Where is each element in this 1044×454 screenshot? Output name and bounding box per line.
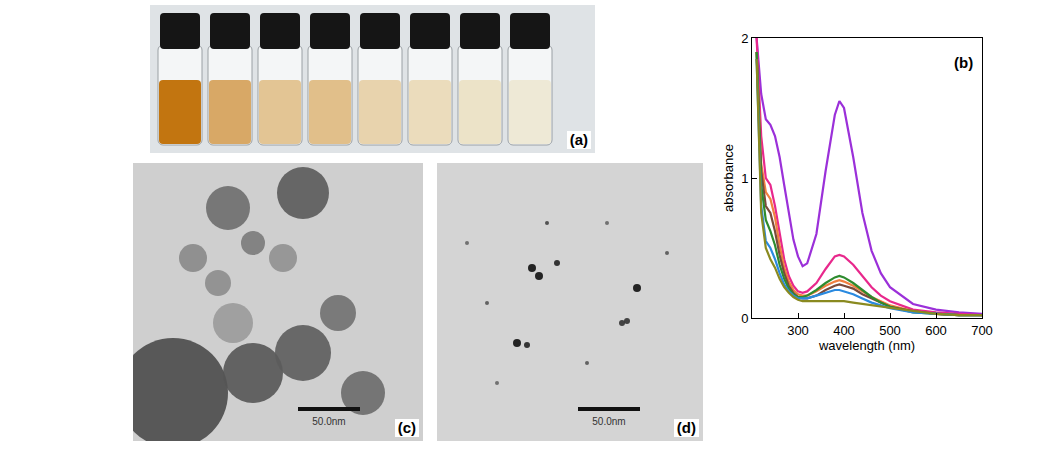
svg-text:wavelength (nm): wavelength (nm) (818, 338, 915, 353)
svg-text:50.0nm: 50.0nm (592, 416, 625, 427)
svg-text:500: 500 (879, 323, 901, 338)
html-text:(c): (c) (397, 419, 416, 436)
svg-text:(b): (b) (954, 54, 973, 71)
svg-text:2: 2 (741, 31, 748, 46)
svg-text:50.0nm: 50.0nm (312, 416, 345, 427)
svg-text:300: 300 (787, 323, 809, 338)
html-text:(d): (d) (676, 419, 696, 436)
svg-text:1: 1 (741, 171, 748, 186)
html-text:(a): (a) (569, 131, 588, 148)
svg-text:0: 0 (741, 311, 748, 326)
svg-text:absorbance: absorbance (721, 144, 736, 212)
svg-text:600: 600 (925, 323, 947, 338)
svg-text:700: 700 (971, 323, 993, 338)
svg-text:400: 400 (833, 323, 855, 338)
